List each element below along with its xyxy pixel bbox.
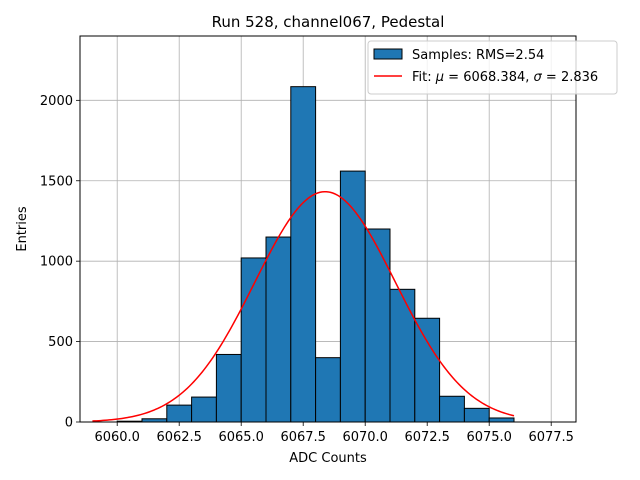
legend-label-fit: Fit: μ = 6068.384, σ = 2.836 <box>412 70 598 85</box>
y-tick-label: 1000 <box>40 255 73 270</box>
histogram-bar <box>389 288 416 423</box>
x-tick-label: 6077.5 <box>528 430 574 445</box>
histogram-bar <box>265 236 292 423</box>
x-tick-label: 6067.5 <box>280 430 326 445</box>
x-tick-label: 6075.0 <box>466 430 512 445</box>
histogram-bar <box>290 86 317 423</box>
fit-curve-layer <box>92 190 515 422</box>
histogram-bar <box>488 417 515 423</box>
histogram-bar <box>215 353 242 423</box>
legend-swatch-samples <box>373 48 403 60</box>
y-tick-label: 2000 <box>40 94 73 109</box>
y-tick-label: 500 <box>48 335 73 350</box>
axis-ticks: 6060.0 6062.5 6065.0 6067.5 6070.0 6072.5 6075… <box>40 94 574 445</box>
x-tick-label: 6060.0 <box>94 430 140 445</box>
x-tick-label: 6072.5 <box>404 430 450 445</box>
legend-fit-sigma-eq: = <box>542 70 561 85</box>
legend-fit-mu-eq: = <box>444 70 463 85</box>
legend-fit-sigma-symbol: σ <box>534 70 543 85</box>
histogram-bar <box>315 357 341 423</box>
legend-fit-sep: , <box>525 70 533 85</box>
x-tick-label: 6062.5 <box>156 430 202 445</box>
x-tick-label: 6065.0 <box>218 430 264 445</box>
legend-box <box>367 40 618 95</box>
fit-curve <box>92 190 515 422</box>
histogram-bar <box>339 170 366 423</box>
y-tick-label: 0 <box>65 416 73 431</box>
legend-label-samples: Samples: RMS=2.54 <box>412 48 544 63</box>
histogram-bar <box>191 396 217 423</box>
legend: Samples: RMS=2.54 Fit: μ = 6068.384, σ =… <box>367 40 618 95</box>
histogram-bar <box>439 395 465 423</box>
histogram-bar <box>166 404 193 423</box>
histogram-bar <box>463 407 490 423</box>
y-tick-label: 1500 <box>40 174 73 189</box>
x-tick-label: 6070.0 <box>342 430 388 445</box>
legend-fit-mu-value: 6068.384 <box>463 70 525 85</box>
histogram-bars <box>116 86 515 423</box>
legend-fit-sigma-value: 2.836 <box>561 70 598 85</box>
histogram-bar <box>364 228 391 423</box>
chart-title: Run 528, channel067, Pedestal <box>212 13 445 31</box>
legend-fit-mu-symbol: μ <box>435 70 444 85</box>
histogram-bar <box>414 317 441 423</box>
histogram-bar <box>240 257 267 423</box>
legend-fit-prefix: Fit: <box>412 70 436 85</box>
x-axis-label: ADC Counts <box>289 451 367 466</box>
plot-area-frame <box>79 35 577 423</box>
y-axis-label: Entries <box>15 206 30 252</box>
